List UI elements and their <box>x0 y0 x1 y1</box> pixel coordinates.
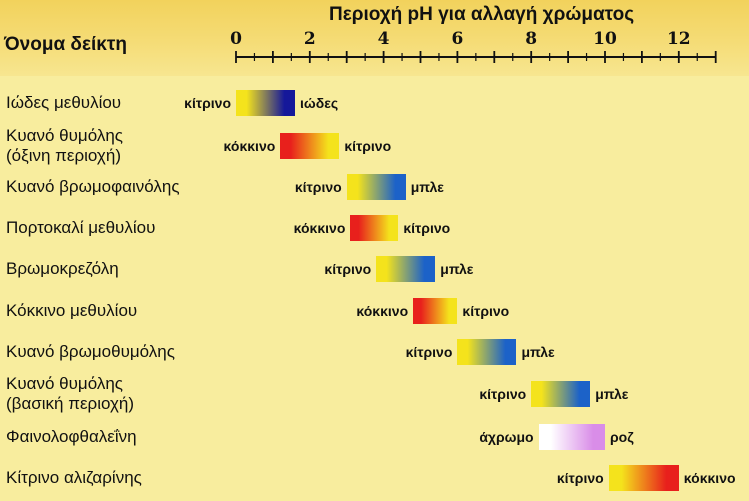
indicator-name-line: Ιώδες μεθυλίου <box>6 93 122 112</box>
color-range-bar <box>608 465 679 491</box>
axis-title: Περιοχή pH για αλλαγή χρώματος <box>329 4 635 25</box>
color-range-bar <box>350 215 399 241</box>
header-band <box>0 0 749 76</box>
indicator-name: Κυανό θυμόλης (όξινη περιοχή) <box>6 126 123 166</box>
high-ph-color-label: κίτρινο <box>462 303 510 319</box>
low-ph-color-label: κίτρινο <box>479 386 527 402</box>
indicator-name-line: (όξινη περιοχή) <box>6 146 121 165</box>
indicator-name: Πορτοκαλί μεθυλίου <box>6 218 155 238</box>
high-ph-color-label: κίτρινο <box>403 220 451 236</box>
indicator-name: Κυανό βρωμοθυμόλης <box>6 342 175 362</box>
low-ph-color-label: κόκκινο <box>356 303 409 319</box>
axis-tick-label: 4 <box>378 29 390 49</box>
indicator-name: Κίτρινο αλιζαρίνης <box>6 468 142 488</box>
high-ph-color-label: μπλε <box>440 261 474 277</box>
axis-tick-label: 12 <box>667 29 691 49</box>
high-ph-color-label: μπλε <box>521 344 555 360</box>
indicator-name-line: Κυανό βρωμοφαινόλης <box>6 177 180 196</box>
indicator-name-line: Κόκκινο μεθυλίου <box>6 301 138 320</box>
indicator-name: Κυανό βρωμοφαινόλης <box>6 177 180 197</box>
high-ph-color-label: ροζ <box>610 429 634 445</box>
axis-tick-label: 6 <box>451 29 463 49</box>
low-ph-color-label: κίτρινο <box>405 344 453 360</box>
color-range-bar <box>280 133 340 159</box>
axis-tick-label: 8 <box>525 29 537 49</box>
color-range-bar <box>457 339 517 365</box>
indicator-name: Κόκκινο μεθυλίου <box>6 301 137 321</box>
low-ph-color-label: κίτρινο <box>324 261 372 277</box>
color-range-bar <box>236 90 296 116</box>
indicator-name-line: (βασική περιοχή) <box>6 394 135 413</box>
indicator-name-line: Κίτρινο αλιζαρίνης <box>6 468 142 487</box>
axis-tick-label: 2 <box>304 29 316 49</box>
indicator-name-line: Κυανό βρωμοθυμόλης <box>6 342 175 361</box>
color-range-bar <box>376 256 436 282</box>
high-ph-color-label: κίτρινο <box>344 138 392 154</box>
low-ph-color-label: κίτρινο <box>556 470 604 486</box>
low-ph-color-label: κίτρινο <box>294 179 342 195</box>
low-ph-color-label: κόκκινο <box>293 220 346 236</box>
color-range-bar <box>413 298 458 324</box>
color-range-bar <box>346 174 406 200</box>
indicator-name-line: Βρωμοκρεζόλη <box>6 259 119 278</box>
indicator-name: Κυανό θυμόλης (βασική περιοχή) <box>6 374 134 414</box>
indicator-name: Φαινολοφθαλεΐνη <box>6 427 137 447</box>
color-range-bar <box>531 381 591 407</box>
high-ph-color-label: μπλε <box>410 179 444 195</box>
high-ph-color-label: ιώδες <box>300 95 339 111</box>
axis-tick-label: 10 <box>593 29 617 49</box>
indicator-name-line: Πορτοκαλί μεθυλίου <box>6 218 156 237</box>
high-ph-color-label: μπλε <box>595 386 629 402</box>
axis-tick-label: 0 <box>230 29 242 49</box>
indicator-name: Ιώδες μεθυλίου <box>6 93 121 113</box>
indicator-name-line: Κυανό θυμόλης <box>6 374 123 393</box>
indicator-name-line: Κυανό θυμόλης <box>6 126 123 145</box>
low-ph-color-label: κίτρινο <box>184 95 231 111</box>
ph-axis: 0 2 4 6 8 10 12 <box>230 29 717 63</box>
column-title: Όνομα δείκτη <box>4 34 127 55</box>
low-ph-color-label: κόκκινο <box>223 138 276 154</box>
color-range-bar <box>538 424 605 450</box>
low-ph-color-label: άχρωμο <box>479 429 534 445</box>
indicator-name: Βρωμοκρεζόλη <box>6 259 119 279</box>
high-ph-color-label: κόκκινο <box>683 470 736 486</box>
indicator-name-line: Φαινολοφθαλεΐνη <box>6 427 137 446</box>
